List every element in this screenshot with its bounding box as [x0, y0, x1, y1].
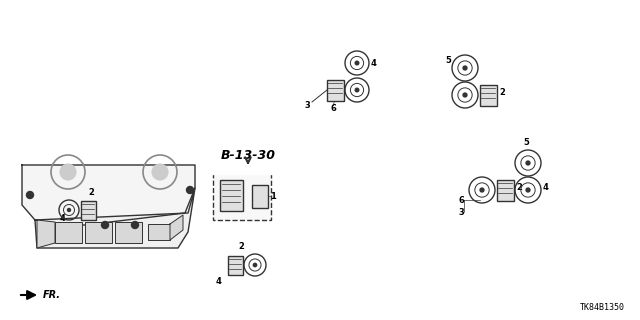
FancyBboxPatch shape — [227, 255, 243, 275]
FancyBboxPatch shape — [326, 79, 344, 100]
Circle shape — [67, 209, 70, 212]
Text: 4: 4 — [215, 277, 221, 286]
Text: 4: 4 — [371, 59, 377, 68]
Text: 6: 6 — [458, 196, 464, 204]
Circle shape — [355, 61, 359, 65]
Text: 1: 1 — [270, 191, 276, 201]
Bar — [37, 222, 52, 243]
Text: TK84B1350: TK84B1350 — [580, 303, 625, 312]
Text: 2: 2 — [88, 188, 94, 197]
Text: FR.: FR. — [43, 290, 61, 300]
Bar — [85, 222, 112, 243]
FancyBboxPatch shape — [479, 84, 497, 106]
Circle shape — [253, 263, 257, 267]
FancyBboxPatch shape — [220, 180, 243, 211]
Bar — [115, 222, 142, 243]
Text: 3: 3 — [458, 207, 464, 217]
Polygon shape — [22, 165, 195, 225]
Text: 3: 3 — [304, 100, 310, 109]
Polygon shape — [170, 215, 183, 240]
Text: 5: 5 — [523, 138, 529, 147]
Text: 2: 2 — [499, 87, 505, 97]
Circle shape — [480, 188, 484, 192]
Circle shape — [463, 93, 467, 97]
Bar — [55, 222, 82, 243]
Circle shape — [152, 164, 168, 180]
Circle shape — [355, 88, 359, 92]
Polygon shape — [37, 220, 55, 248]
Circle shape — [463, 66, 467, 70]
Circle shape — [60, 164, 76, 180]
Text: 5: 5 — [445, 56, 451, 65]
Circle shape — [102, 221, 109, 228]
FancyBboxPatch shape — [497, 180, 513, 201]
FancyBboxPatch shape — [81, 201, 95, 220]
Polygon shape — [35, 188, 195, 248]
Text: 4: 4 — [543, 182, 549, 191]
Text: 6: 6 — [330, 103, 336, 113]
Circle shape — [186, 187, 193, 194]
Text: B-13-30: B-13-30 — [221, 148, 275, 162]
Text: 2: 2 — [516, 182, 522, 191]
Circle shape — [526, 188, 530, 192]
Circle shape — [26, 191, 33, 198]
Bar — [148, 224, 170, 240]
Circle shape — [526, 161, 530, 165]
Bar — [213, 172, 271, 220]
Circle shape — [131, 221, 138, 228]
FancyBboxPatch shape — [252, 185, 268, 207]
Text: 4: 4 — [59, 213, 65, 222]
Text: 2: 2 — [238, 242, 244, 251]
